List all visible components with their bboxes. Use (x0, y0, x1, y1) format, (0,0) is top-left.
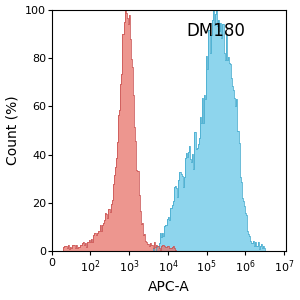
Polygon shape (63, 10, 278, 251)
X-axis label: APC-A: APC-A (148, 280, 190, 294)
Y-axis label: Count (%): Count (%) (6, 96, 20, 165)
Text: DM180: DM180 (186, 22, 245, 40)
Polygon shape (63, 10, 278, 251)
